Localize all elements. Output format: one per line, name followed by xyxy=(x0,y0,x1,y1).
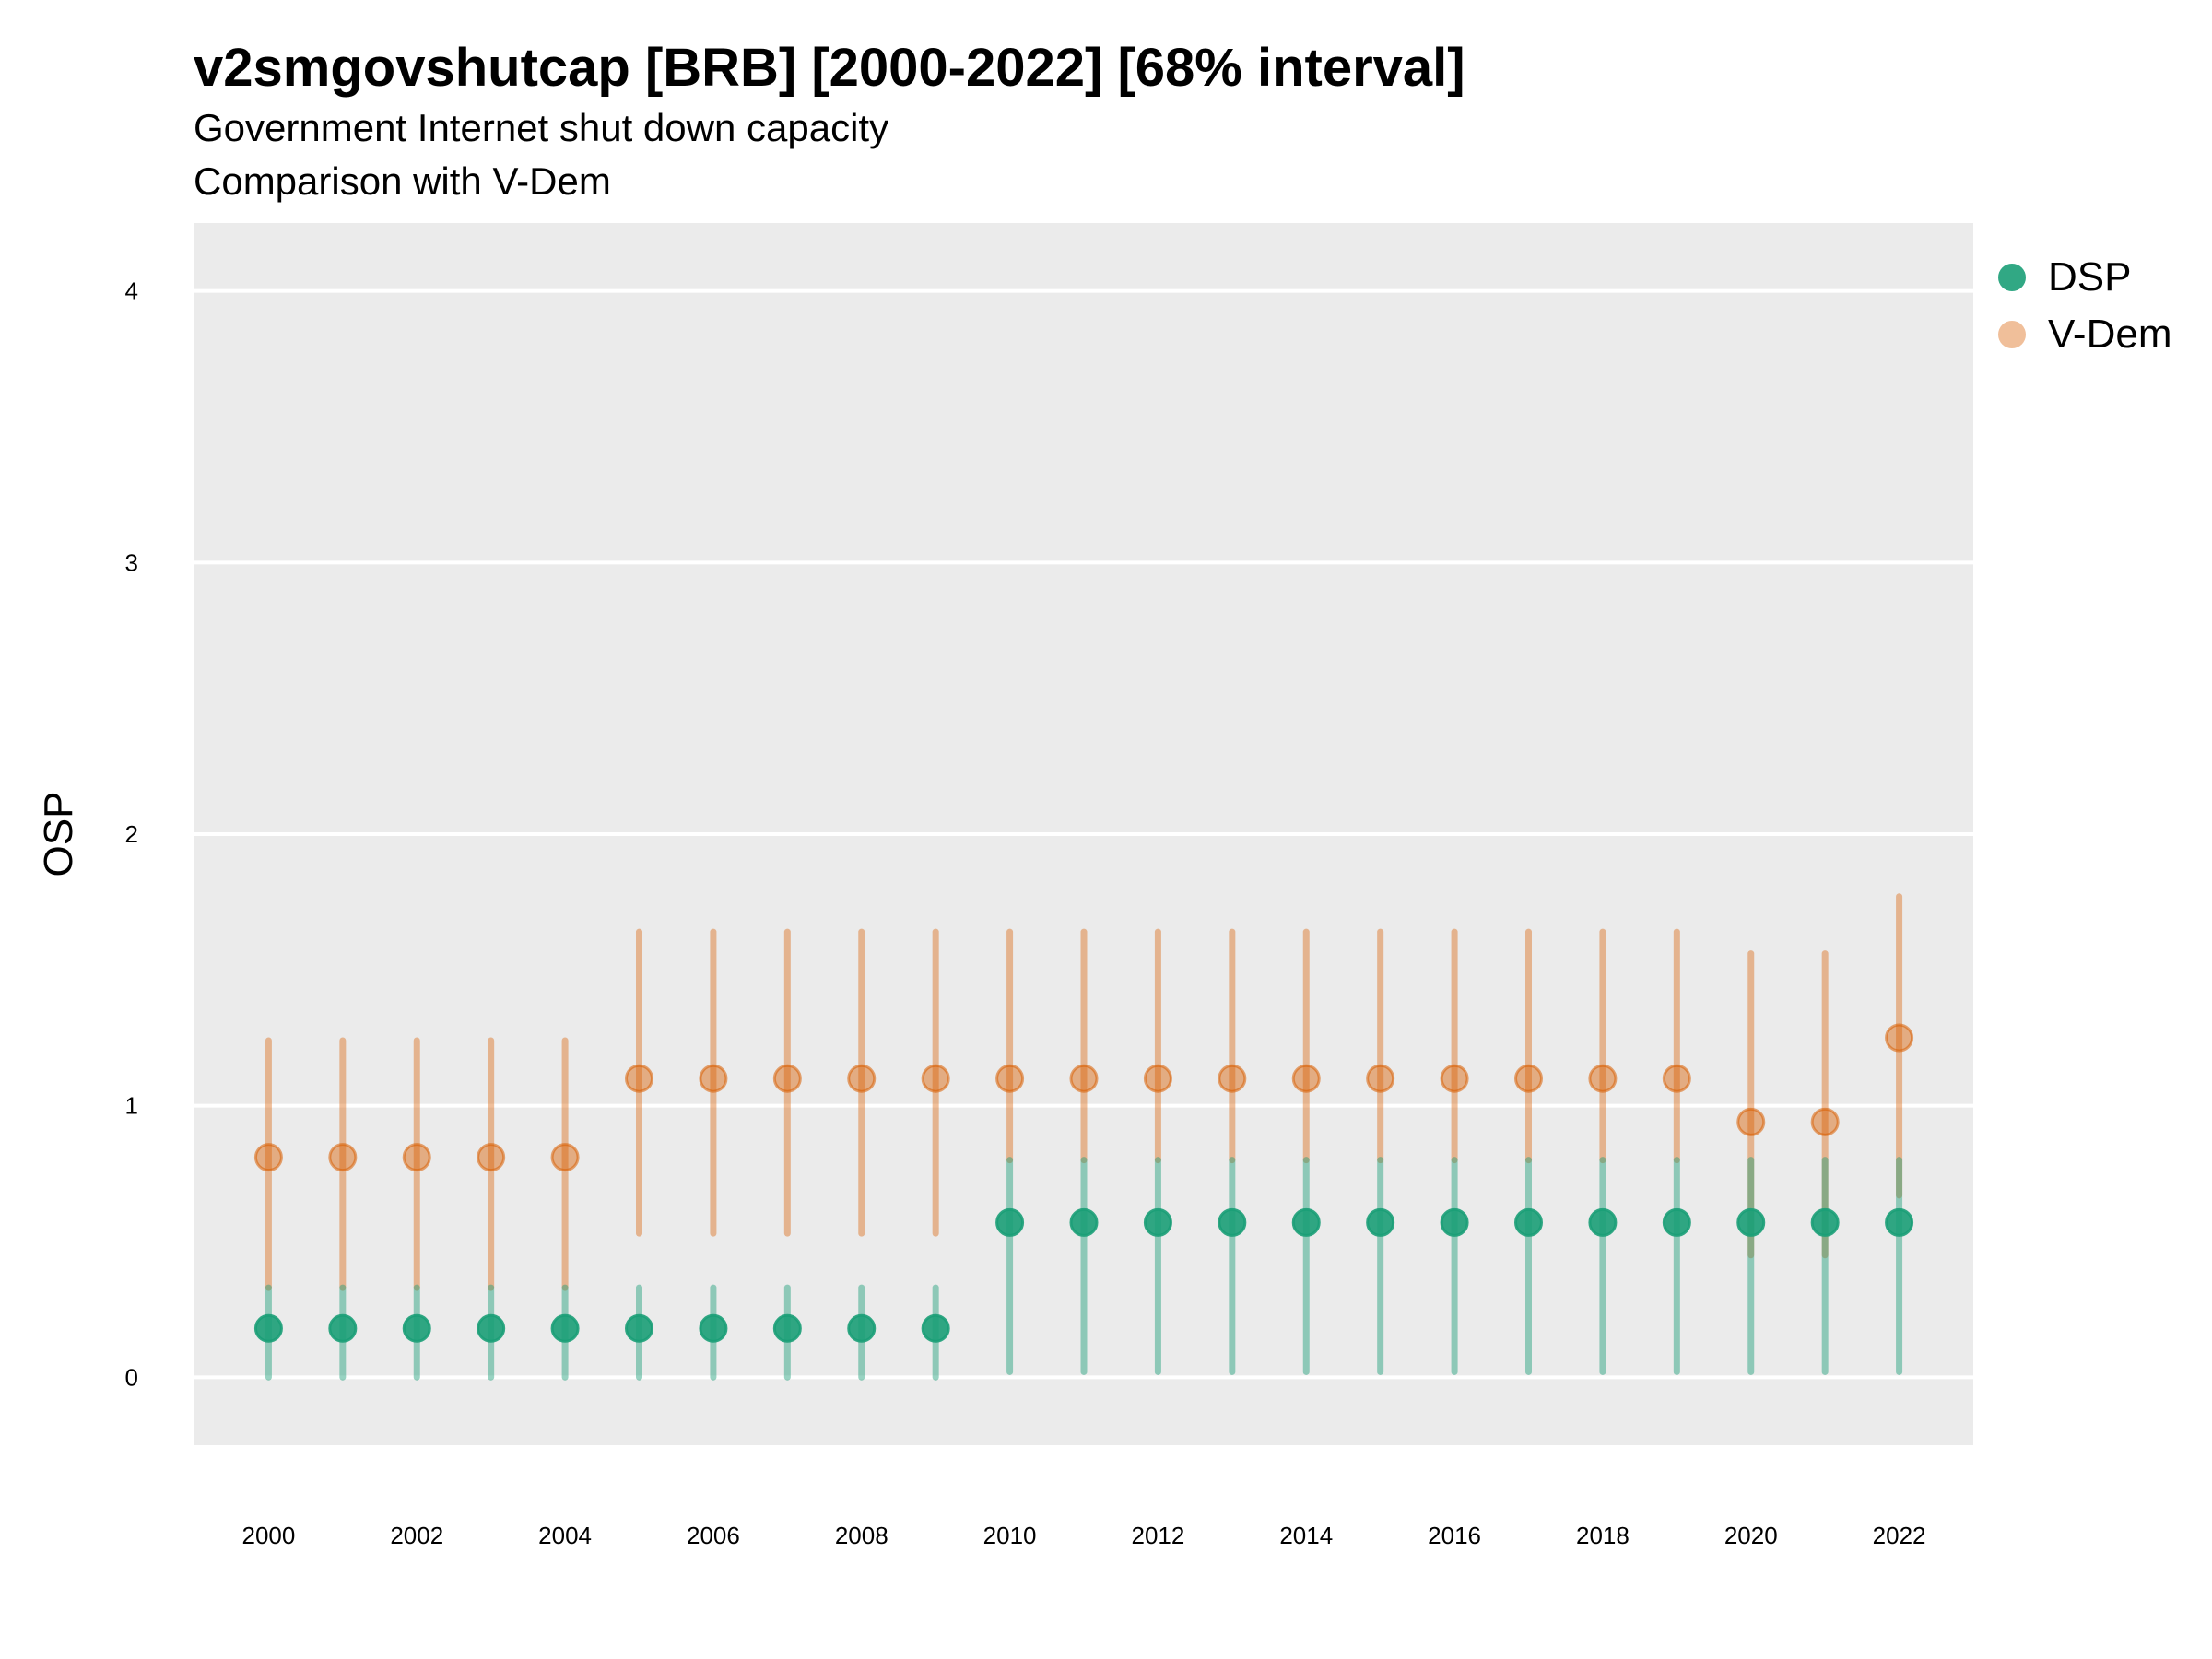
dsp-point-2012 xyxy=(1143,1207,1172,1237)
vdem-point-2014 xyxy=(1291,1064,1321,1093)
y-axis-ticks: 0 1 2 3 4 xyxy=(125,277,138,1392)
dsp-point-2009 xyxy=(921,1313,950,1343)
vdem-point-2002 xyxy=(402,1143,431,1172)
legend-dot-icon xyxy=(1998,264,2026,291)
x-tick-label: 2020 xyxy=(1724,1522,1778,1549)
y-tick-label: 0 xyxy=(125,1363,138,1391)
x-tick-label: 2004 xyxy=(538,1522,592,1549)
vdem-point-2004 xyxy=(550,1143,580,1172)
vdem-point-2006 xyxy=(699,1064,728,1093)
dsp-point-2021 xyxy=(1810,1207,1840,1237)
x-tick-label: 2000 xyxy=(241,1522,295,1549)
vdem-point-2017 xyxy=(1514,1064,1543,1093)
y-tick-label: 2 xyxy=(125,820,138,848)
vdem-point-2022 xyxy=(1885,1023,1914,1053)
vdem-point-2010 xyxy=(995,1064,1025,1093)
legend-dot-icon xyxy=(1998,321,2026,348)
dsp-point-2006 xyxy=(699,1313,728,1343)
dsp-point-2019 xyxy=(1662,1207,1691,1237)
dsp-point-2022 xyxy=(1885,1207,1914,1237)
x-tick-label: 2014 xyxy=(1279,1522,1333,1549)
vdem-point-2012 xyxy=(1143,1064,1172,1093)
chart-subtitle-line-1: Government Internet shut down capacity xyxy=(194,106,889,149)
dsp-point-2020 xyxy=(1736,1207,1766,1237)
dsp-point-2017 xyxy=(1514,1207,1543,1237)
dsp-point-2001 xyxy=(328,1313,358,1343)
vdem-point-2020 xyxy=(1736,1107,1766,1136)
vdem-point-2019 xyxy=(1662,1064,1691,1093)
dsp-point-2008 xyxy=(847,1313,877,1343)
dsp-point-2003 xyxy=(477,1313,506,1343)
dsp-point-2002 xyxy=(402,1313,431,1343)
legend: DSP V-Dem xyxy=(1991,249,2171,363)
vdem-point-2011 xyxy=(1069,1064,1099,1093)
dsp-point-2011 xyxy=(1069,1207,1099,1237)
vdem-point-2005 xyxy=(625,1064,653,1093)
dsp-point-2000 xyxy=(253,1313,283,1343)
dsp-point-2018 xyxy=(1588,1207,1618,1237)
dsp-point-2016 xyxy=(1440,1207,1469,1237)
dsp-point-2014 xyxy=(1291,1207,1321,1237)
x-tick-label: 2002 xyxy=(390,1522,443,1549)
vdem-point-2008 xyxy=(847,1064,877,1093)
gridlines xyxy=(194,288,1973,1380)
vdem-point-2021 xyxy=(1810,1107,1840,1136)
x-tick-label: 2018 xyxy=(1576,1522,1630,1549)
dsp-point-2015 xyxy=(1366,1207,1395,1237)
legend-label: DSP xyxy=(2048,254,2132,300)
y-tick-label: 1 xyxy=(125,1092,138,1120)
vdem-point-2015 xyxy=(1366,1064,1395,1093)
dsp-point-2013 xyxy=(1218,1207,1247,1237)
x-tick-label: 2012 xyxy=(1131,1522,1184,1549)
vdem-point-2000 xyxy=(253,1143,283,1172)
x-axis-ticks: 2000 2002 2004 2006 2008 2010 2012 2014 2016 2018… xyxy=(241,1522,1925,1549)
series-dsp xyxy=(253,1157,1914,1381)
legend-item-vdem: V-Dem xyxy=(1991,306,2171,363)
vdem-point-2009 xyxy=(921,1064,950,1093)
series-vdem xyxy=(253,893,1914,1291)
dsp-point-2004 xyxy=(550,1313,580,1343)
x-tick-label: 2022 xyxy=(1873,1522,1926,1549)
x-tick-label: 2008 xyxy=(835,1522,888,1549)
vdem-point-2016 xyxy=(1440,1064,1469,1093)
dsp-point-2007 xyxy=(772,1313,802,1343)
legend-item-dsp: DSP xyxy=(1991,249,2171,306)
title-block: v2smgovshutcap [BRB] [2000-2022] [68% in… xyxy=(194,35,1465,208)
x-tick-label: 2010 xyxy=(983,1522,1037,1549)
dsp-point-2005 xyxy=(625,1313,653,1343)
vdem-point-2001 xyxy=(328,1143,358,1172)
y-axis-title: OSP xyxy=(36,792,81,877)
chart-subtitle-line-2: Comparison with V-Dem xyxy=(194,159,611,203)
vdem-point-2013 xyxy=(1218,1064,1247,1093)
vdem-point-2018 xyxy=(1588,1064,1618,1093)
dsp-point-2010 xyxy=(995,1207,1025,1237)
vdem-point-2007 xyxy=(772,1064,802,1093)
y-tick-label: 3 xyxy=(125,548,138,576)
x-tick-label: 2006 xyxy=(687,1522,740,1549)
legend-label: V-Dem xyxy=(2048,312,2172,357)
x-tick-label: 2016 xyxy=(1428,1522,1481,1549)
vdem-point-2003 xyxy=(477,1143,506,1172)
y-tick-label: 4 xyxy=(125,277,138,305)
chart-title: v2smgovshutcap [BRB] [2000-2022] [68% in… xyxy=(194,38,1465,98)
